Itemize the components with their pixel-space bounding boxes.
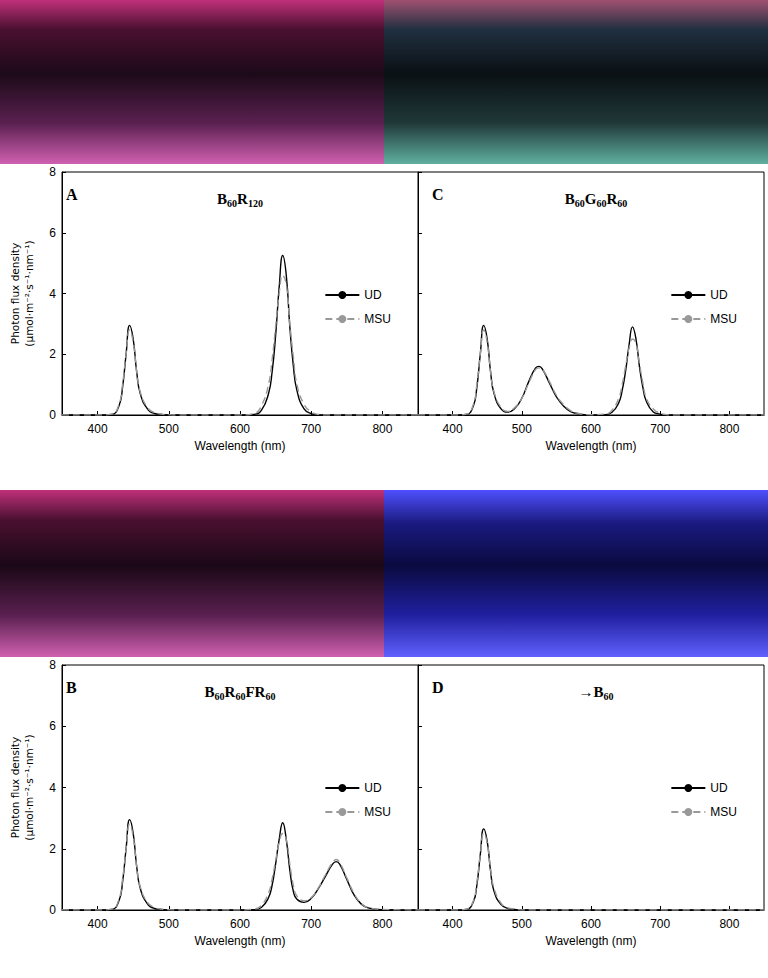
svg-text:6: 6 [49, 226, 56, 240]
svg-text:500: 500 [159, 422, 179, 436]
svg-text:MSU: MSU [710, 805, 737, 819]
svg-text:0: 0 [49, 408, 56, 422]
svg-text:500: 500 [512, 917, 532, 931]
svg-text:MSU: MSU [364, 805, 391, 819]
svg-text:60: 60 [604, 691, 614, 702]
svg-text:UD: UD [710, 781, 728, 795]
svg-text:R: R [225, 684, 236, 700]
svg-text:600: 600 [230, 422, 250, 436]
svg-text:Wavelength (nm): Wavelength (nm) [195, 934, 286, 948]
svg-text:4: 4 [49, 781, 56, 795]
svg-text:600: 600 [581, 422, 601, 436]
svg-text:B: B [565, 191, 575, 207]
svg-text:MSU: MSU [364, 312, 391, 326]
svg-text:Wavelength (nm): Wavelength (nm) [546, 934, 637, 948]
svg-text:MSU: MSU [710, 312, 737, 326]
svg-text:800: 800 [719, 422, 739, 436]
svg-text:700: 700 [301, 422, 321, 436]
svg-text:8: 8 [49, 165, 56, 179]
svg-text:UD: UD [364, 781, 382, 795]
svg-text:60: 60 [265, 691, 275, 702]
svg-text:60: 60 [227, 198, 237, 209]
svg-text:G: G [585, 191, 597, 207]
svg-text:700: 700 [650, 422, 670, 436]
svg-text:800: 800 [372, 917, 392, 931]
svg-text:A: A [66, 186, 78, 203]
svg-text:60: 60 [215, 691, 225, 702]
svg-text:8: 8 [49, 658, 56, 672]
svg-text:2: 2 [49, 842, 56, 856]
svg-text:B: B [217, 191, 227, 207]
svg-text:→B: →B [578, 684, 603, 700]
svg-text:700: 700 [650, 917, 670, 931]
svg-text:B: B [66, 679, 77, 696]
svg-text:Wavelength (nm): Wavelength (nm) [546, 439, 637, 453]
svg-text:600: 600 [581, 917, 601, 931]
svg-text:700: 700 [301, 917, 321, 931]
svg-text:R: R [237, 191, 248, 207]
svg-text:60: 60 [575, 198, 585, 209]
svg-text:6: 6 [49, 719, 56, 733]
svg-text:600: 600 [230, 917, 250, 931]
svg-text:400: 400 [88, 422, 108, 436]
svg-text:0: 0 [49, 903, 56, 917]
svg-text:(µmol·m⁻²·s⁻¹·nm⁻¹): (µmol·m⁻²·s⁻¹·nm⁻¹) [23, 734, 35, 840]
svg-text:FR: FR [245, 684, 265, 700]
svg-text:60: 60 [596, 198, 606, 209]
svg-text:UD: UD [364, 288, 382, 302]
svg-text:B: B [205, 684, 215, 700]
svg-text:400: 400 [443, 917, 463, 931]
svg-text:800: 800 [372, 422, 392, 436]
svg-text:C: C [432, 186, 444, 203]
svg-text:D: D [432, 679, 444, 696]
svg-text:Wavelength (nm): Wavelength (nm) [195, 439, 286, 453]
svg-text:Photon flux density: Photon flux density [9, 737, 21, 838]
svg-text:UD: UD [710, 288, 728, 302]
svg-text:400: 400 [443, 422, 463, 436]
svg-text:60: 60 [617, 198, 627, 209]
svg-text:500: 500 [159, 917, 179, 931]
svg-text:Photon flux density: Photon flux density [9, 243, 21, 344]
svg-text:4: 4 [49, 287, 56, 301]
svg-text:500: 500 [512, 422, 532, 436]
svg-text:400: 400 [88, 917, 108, 931]
svg-text:2: 2 [49, 347, 56, 361]
svg-text:R: R [606, 191, 617, 207]
svg-text:120: 120 [248, 198, 263, 209]
svg-text:800: 800 [719, 917, 739, 931]
svg-text:60: 60 [235, 691, 245, 702]
svg-text:(µmol·m⁻²·s⁻¹·nm⁻¹): (µmol·m⁻²·s⁻¹·nm⁻¹) [23, 240, 35, 346]
